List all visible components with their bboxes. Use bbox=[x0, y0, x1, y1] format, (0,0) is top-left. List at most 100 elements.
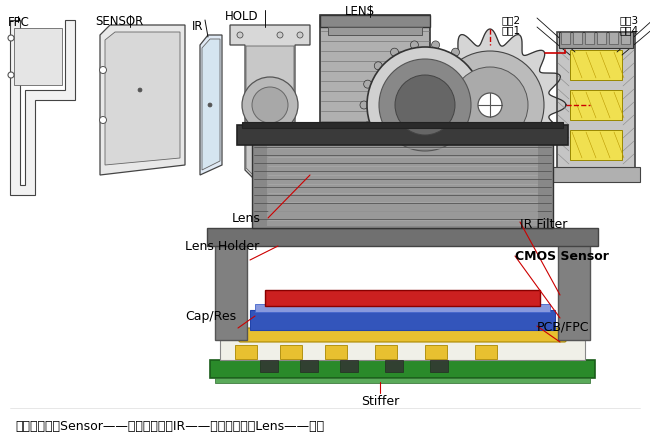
Bar bbox=[375, 345, 397, 359]
Bar bbox=[280, 345, 302, 359]
Circle shape bbox=[395, 75, 455, 135]
Circle shape bbox=[478, 93, 502, 117]
Circle shape bbox=[478, 122, 486, 130]
Bar bbox=[385, 360, 403, 372]
Bar bbox=[558, 232, 590, 340]
Bar bbox=[328, 27, 422, 35]
Circle shape bbox=[391, 48, 398, 56]
Bar bbox=[552, 167, 640, 182]
Circle shape bbox=[482, 101, 490, 109]
Circle shape bbox=[297, 32, 303, 38]
Circle shape bbox=[99, 67, 107, 74]
Bar bbox=[430, 360, 448, 372]
Polygon shape bbox=[246, 46, 294, 178]
Bar bbox=[267, 137, 538, 226]
Text: PCB/FPC: PCB/FPC bbox=[537, 320, 590, 333]
Polygon shape bbox=[100, 25, 185, 175]
Circle shape bbox=[410, 41, 419, 49]
Bar bbox=[260, 360, 278, 372]
Text: CMOS Sensor: CMOS Sensor bbox=[515, 250, 609, 263]
Circle shape bbox=[99, 116, 107, 123]
Circle shape bbox=[8, 35, 14, 41]
Bar bbox=[252, 135, 553, 228]
Bar bbox=[220, 340, 585, 360]
Bar bbox=[561, 32, 570, 44]
Text: IR: IR bbox=[192, 20, 203, 33]
Circle shape bbox=[8, 72, 14, 78]
Text: 镜片2: 镜片2 bbox=[502, 15, 521, 25]
Text: Stiffer: Stiffer bbox=[361, 395, 399, 408]
Circle shape bbox=[452, 48, 460, 56]
Circle shape bbox=[452, 154, 460, 162]
Bar bbox=[320, 15, 430, 195]
Bar bbox=[237, 125, 568, 145]
Polygon shape bbox=[202, 39, 220, 170]
Bar bbox=[320, 15, 430, 27]
Text: 镜片1: 镜片1 bbox=[502, 25, 521, 35]
Bar bbox=[242, 122, 563, 128]
Circle shape bbox=[242, 77, 298, 133]
Circle shape bbox=[360, 101, 368, 109]
Text: SENSOR: SENSOR bbox=[95, 15, 143, 28]
Bar bbox=[207, 228, 598, 246]
Bar bbox=[585, 32, 594, 44]
Bar bbox=[235, 345, 257, 359]
Bar bbox=[621, 32, 630, 44]
Circle shape bbox=[391, 154, 398, 162]
Polygon shape bbox=[230, 25, 310, 180]
Polygon shape bbox=[414, 29, 566, 181]
Circle shape bbox=[468, 140, 476, 148]
Bar bbox=[265, 290, 540, 306]
Bar bbox=[250, 310, 555, 330]
Polygon shape bbox=[105, 32, 180, 165]
Circle shape bbox=[237, 32, 243, 38]
Circle shape bbox=[252, 87, 288, 123]
Bar bbox=[597, 32, 606, 44]
Circle shape bbox=[478, 80, 486, 88]
Circle shape bbox=[374, 62, 382, 70]
Text: 最主要部件：Sensor——图像感应器；IR——红外滤波片；Lens——镜片: 最主要部件：Sensor——图像感应器；IR——红外滤波片；Lens——镜片 bbox=[15, 420, 324, 433]
Circle shape bbox=[208, 103, 212, 107]
Bar bbox=[570, 50, 622, 80]
Circle shape bbox=[432, 161, 439, 169]
Text: Lens Holder: Lens Holder bbox=[185, 240, 259, 253]
Bar bbox=[570, 90, 622, 120]
Polygon shape bbox=[10, 20, 75, 195]
Bar bbox=[557, 32, 635, 177]
Bar bbox=[340, 360, 358, 372]
Circle shape bbox=[468, 62, 476, 70]
Text: IR Filter: IR Filter bbox=[520, 218, 567, 231]
Circle shape bbox=[367, 47, 483, 163]
Text: FPC: FPC bbox=[8, 16, 30, 29]
Text: Cap/Res: Cap/Res bbox=[185, 310, 236, 323]
Circle shape bbox=[277, 32, 283, 38]
Text: HOLD: HOLD bbox=[225, 10, 259, 23]
Polygon shape bbox=[200, 35, 222, 175]
Bar bbox=[609, 32, 618, 44]
Bar bbox=[425, 345, 447, 359]
Circle shape bbox=[374, 140, 382, 148]
Circle shape bbox=[436, 51, 544, 159]
Circle shape bbox=[410, 161, 419, 169]
Bar bbox=[215, 232, 247, 340]
Circle shape bbox=[379, 59, 471, 151]
Text: 镜片4: 镜片4 bbox=[620, 25, 639, 35]
Bar bbox=[210, 360, 595, 378]
Bar bbox=[245, 240, 560, 340]
Bar bbox=[573, 32, 582, 44]
Text: LENS: LENS bbox=[345, 5, 375, 18]
Bar bbox=[559, 32, 633, 48]
Bar bbox=[300, 360, 318, 372]
Bar bbox=[14, 28, 62, 85]
Circle shape bbox=[138, 88, 142, 92]
Circle shape bbox=[364, 80, 372, 88]
Polygon shape bbox=[225, 328, 580, 342]
Text: Lens: Lens bbox=[232, 212, 261, 225]
Circle shape bbox=[432, 41, 439, 49]
Circle shape bbox=[452, 67, 528, 143]
Text: 镜片3: 镜片3 bbox=[620, 15, 639, 25]
Circle shape bbox=[364, 122, 372, 130]
Bar bbox=[255, 304, 550, 312]
Bar bbox=[325, 345, 347, 359]
Bar bbox=[475, 345, 497, 359]
